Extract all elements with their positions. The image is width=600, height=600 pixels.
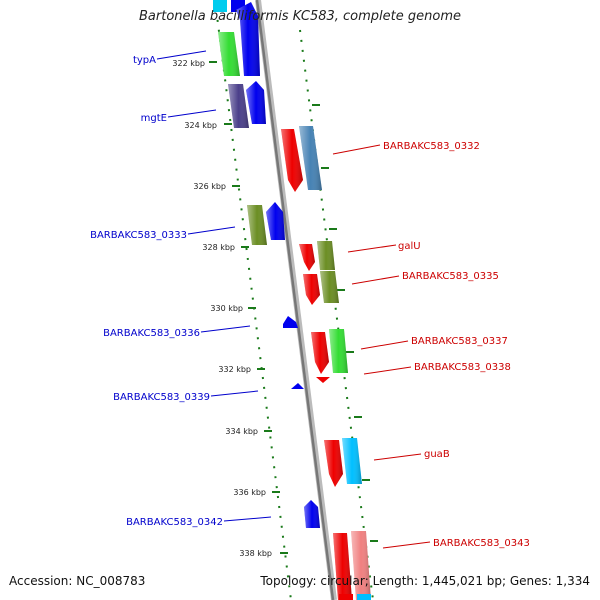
kbp-tick-label: 334 kbp (225, 427, 258, 436)
genome-summary-text: Topology: circular; Length: 1,445,021 bp… (260, 574, 590, 588)
reverse-gene-BARBAKC583_0332[interactable] (281, 126, 322, 192)
kbp-tick-label: 330 kbp (210, 304, 243, 313)
gene-arrow (247, 205, 267, 245)
gene-label: guaB (424, 449, 450, 460)
kbp-tick-label: 324 kbp (184, 121, 217, 130)
accession-text: Accession: NC_008783 (9, 574, 146, 588)
kbp-tick-6: 334 kbp (225, 427, 272, 436)
kbp-tick-5: 332 kbp (218, 365, 265, 374)
kbp-tick-label: 336 kbp (233, 488, 266, 497)
gene-label: BARBAKC583_0342 (126, 517, 223, 528)
forward-gene-mgtE[interactable] (228, 81, 266, 128)
gene-arrow (236, 2, 260, 76)
kbp-tick-label: 332 kbp (218, 365, 251, 374)
reverse-gene-guaB[interactable] (324, 438, 362, 487)
outer-ring-dashes (312, 104, 378, 542)
gene-arrow (266, 202, 285, 240)
kbp-tick-label: 328 kbp (202, 243, 235, 252)
gene-label: BARBAKC583_0336 (103, 328, 200, 339)
gene-arrow (281, 129, 303, 192)
gene-arrow (311, 332, 329, 374)
gene-arrow (228, 84, 249, 128)
kbp-tick-7: 336 kbp (233, 488, 280, 497)
kbp-tick-label: 338 kbp (239, 549, 272, 558)
gene-label: BARBAKC583_0337 (411, 336, 508, 347)
reverse-gene-BARBAKC583_0337[interactable] (311, 329, 348, 374)
gene-label: typA (133, 55, 156, 66)
forward-gene-BARBAKC583_0333[interactable] (247, 202, 285, 245)
reverse-gene-BARBAKC583_0343[interactable] (333, 531, 371, 600)
kbp-tick-3: 328 kbp (202, 243, 249, 252)
gene-arrow (357, 594, 371, 600)
gene-label: BARBAKC583_0332 (383, 141, 480, 152)
gene-label: BARBAKC583_0333 (90, 230, 187, 241)
kbp-tick-2: 326 kbp (193, 182, 240, 191)
gene-label: BARBAKC583_0343 (433, 538, 530, 549)
kbp-tick-label: 322 kbp (172, 59, 205, 68)
gene-arrow (320, 271, 339, 303)
forward-gene-BARBAKC583_0339[interactable] (291, 383, 304, 389)
gene-label: galU (398, 241, 421, 252)
reverse-gene-BARBAKC583_0338[interactable] (316, 377, 330, 383)
gene-arrow (317, 241, 335, 270)
gene-arrow (333, 533, 352, 600)
gene-arrow (299, 244, 315, 271)
inner-dotted-ring (214, 0, 292, 600)
gene-arrow (218, 32, 240, 76)
gene-label: BARBAKC583_0335 (402, 271, 499, 282)
gene-label: mgtE (141, 113, 167, 124)
map-title: Bartonella bacilliformis KC583, complete… (139, 9, 461, 24)
gene-arrow (329, 329, 348, 373)
forward-gene-BARBAKC583_0342[interactable] (304, 500, 320, 528)
leader-lines (156, 50, 431, 549)
reverse-gene-galU[interactable] (299, 241, 335, 271)
gene-arrow (304, 500, 320, 528)
gene-arrow (246, 81, 266, 124)
gene-label: BARBAKC583_0339 (113, 392, 210, 403)
gene-arrow (351, 531, 371, 600)
gene-arrow (342, 438, 362, 484)
kbp-tick-label: 326 kbp (193, 182, 226, 191)
gene-partial-top-cyan (213, 0, 227, 12)
kbp-tick-0: 322 kbp (172, 59, 217, 68)
forward-gene-typA[interactable] (218, 2, 260, 76)
reverse-gene-BARBAKC583_0335[interactable] (303, 271, 339, 305)
kbp-tick-1: 324 kbp (184, 121, 232, 130)
forward-gene-BARBAKC583_0336[interactable] (283, 316, 298, 328)
gene-arrow (324, 440, 343, 487)
gene-label: BARBAKC583_0338 (414, 362, 511, 373)
genome-backbone-core (255, 0, 335, 600)
kbp-tick-8: 338 kbp (239, 549, 288, 558)
gene-arrow (339, 594, 353, 600)
gene-arrow (299, 126, 322, 190)
gene-arrow (303, 274, 320, 305)
kbp-tick-4: 330 kbp (210, 304, 256, 313)
